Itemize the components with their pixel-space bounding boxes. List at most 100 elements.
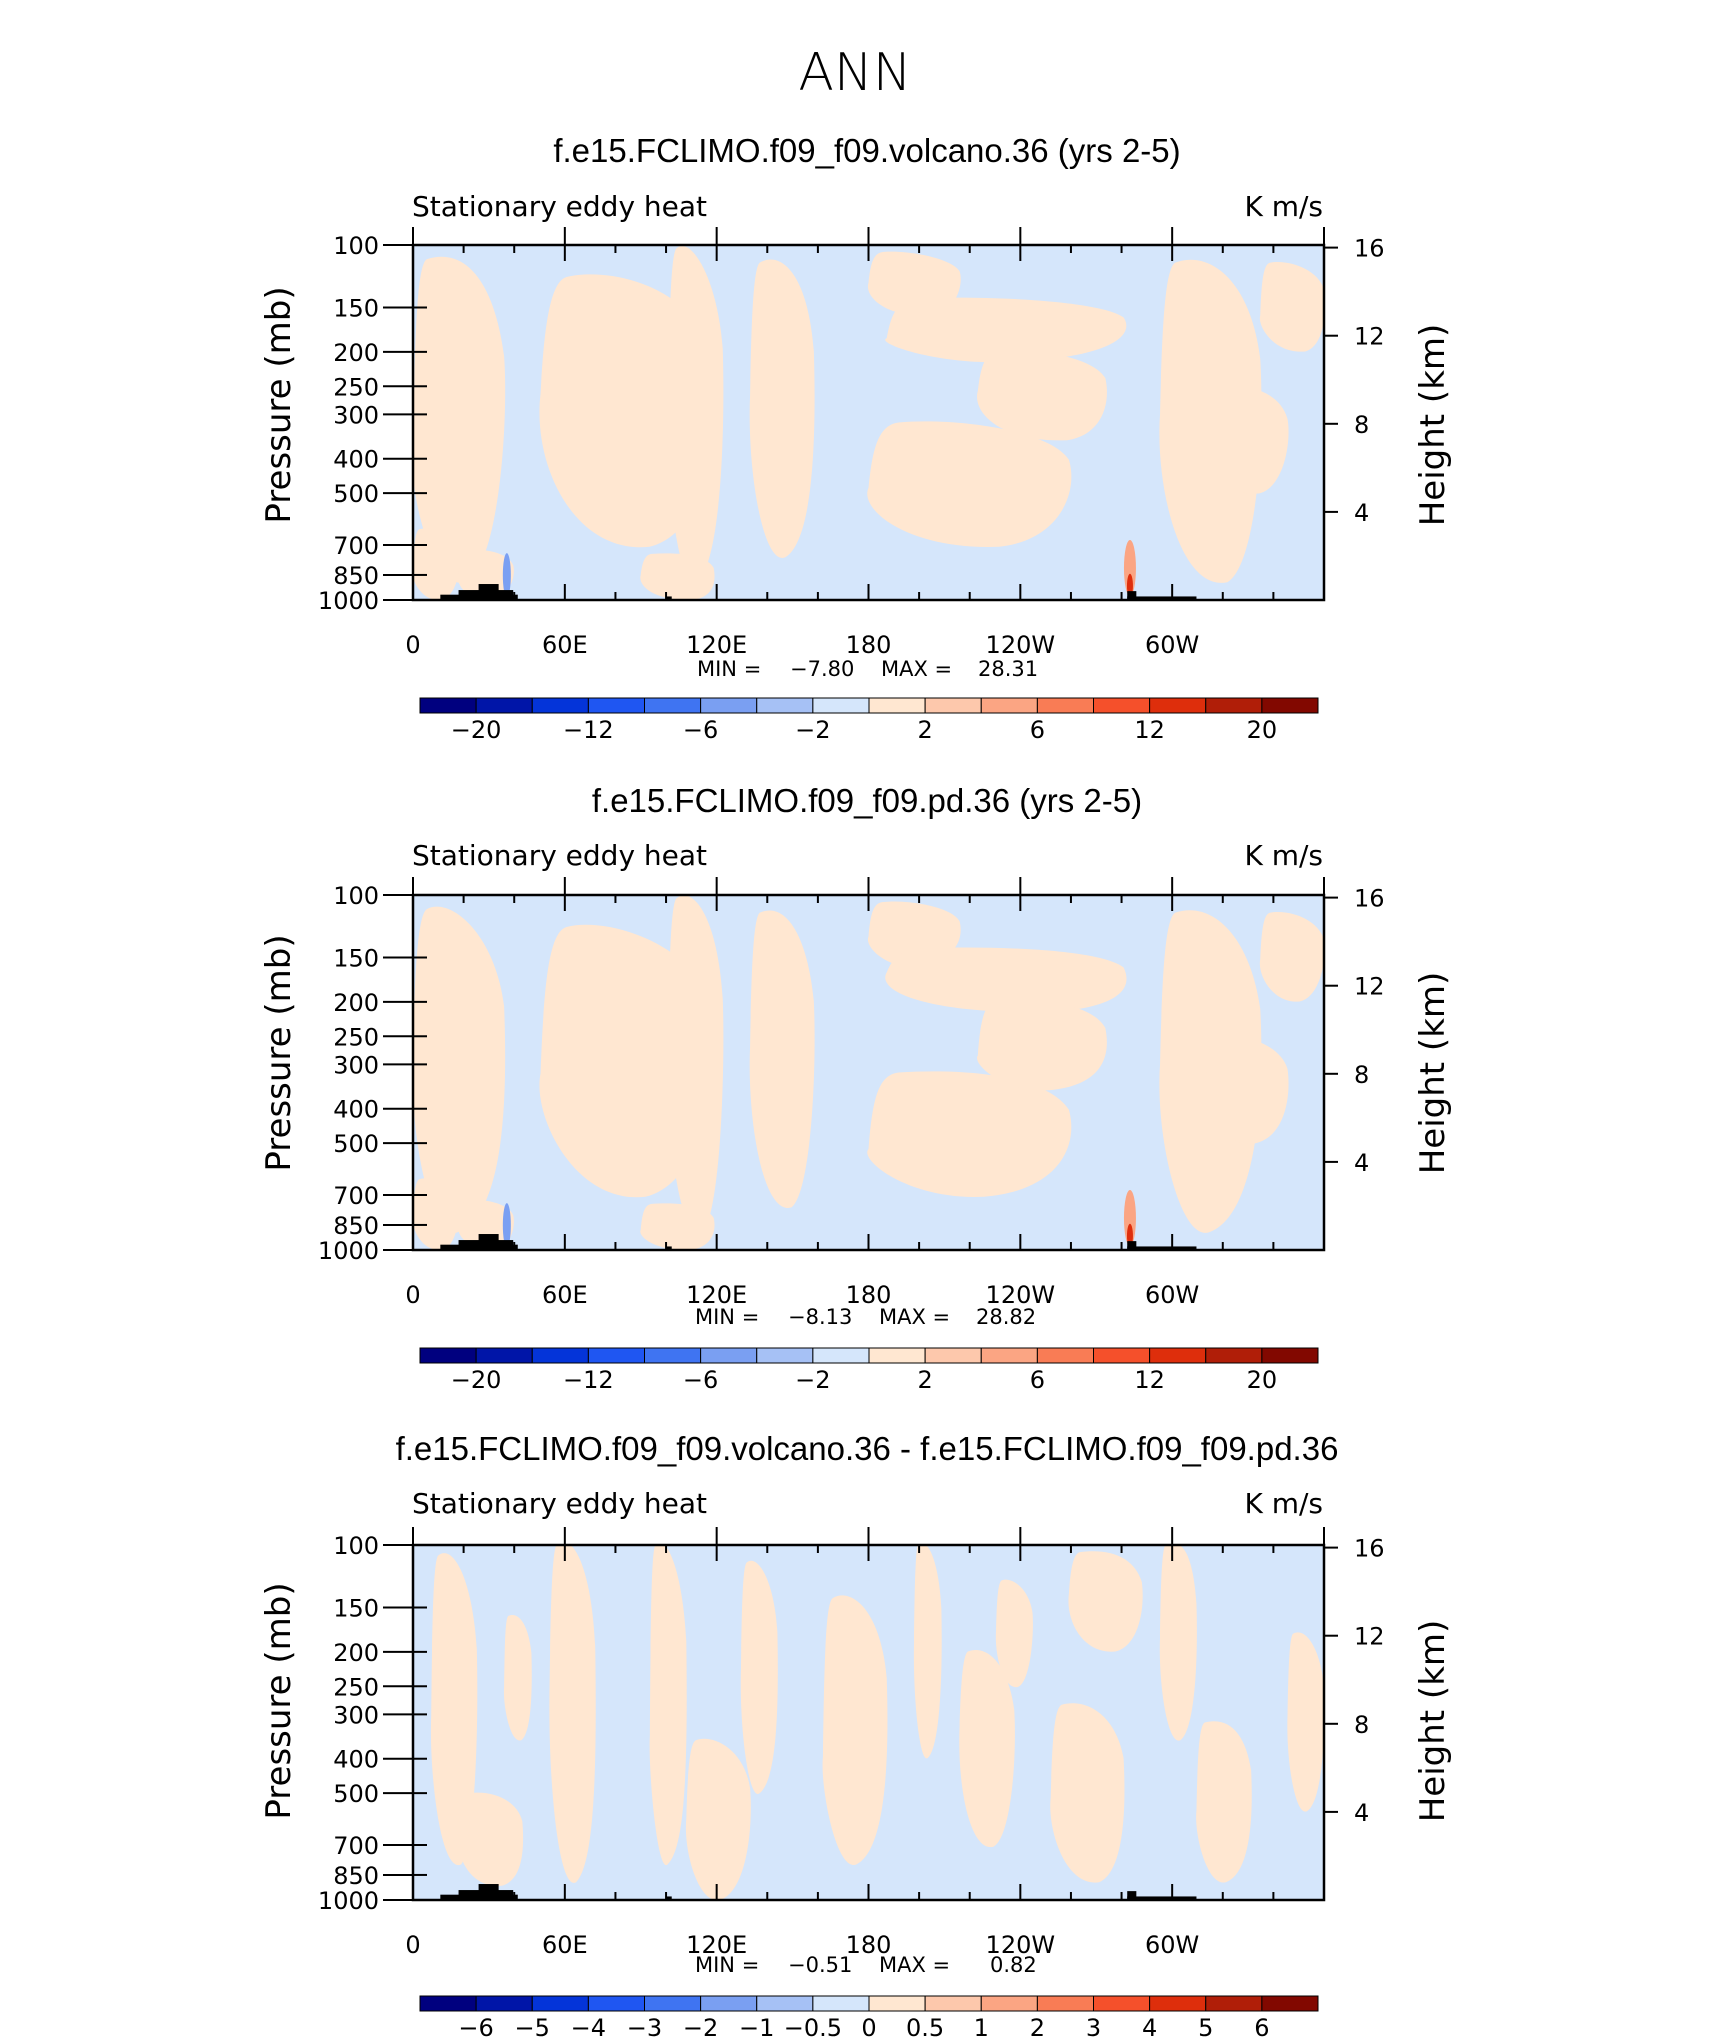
colorbar-box bbox=[1261, 1347, 1319, 1364]
y-tick-label: 250 bbox=[333, 1023, 379, 1051]
colorbar-box bbox=[868, 1995, 926, 2012]
min-value: −7.80 bbox=[790, 657, 854, 681]
colorbar-label: 2 bbox=[1030, 2014, 1045, 2038]
y-tick-label: 150 bbox=[333, 945, 379, 973]
colorbar-box bbox=[980, 1347, 1038, 1364]
colorbar-box bbox=[587, 1347, 645, 1364]
y2-axis-label: Height (km) bbox=[1413, 1620, 1453, 1823]
colorbar-box bbox=[700, 697, 758, 714]
y2-tick-label: 16 bbox=[1354, 235, 1385, 263]
left-label: Stationary eddy heat bbox=[412, 190, 707, 223]
y-tick-label: 250 bbox=[333, 1673, 379, 1701]
colorbar-box bbox=[1036, 697, 1094, 714]
y2-tick-label: 12 bbox=[1354, 973, 1385, 1001]
x-tick-label: 180 bbox=[846, 1931, 892, 1959]
terrain bbox=[1127, 1246, 1197, 1250]
y2-tick-label: 16 bbox=[1354, 1535, 1385, 1563]
colorbar-box bbox=[475, 1995, 533, 2012]
terrain bbox=[1127, 1896, 1197, 1900]
positive-region bbox=[1205, 385, 1289, 494]
y-tick-label: 200 bbox=[333, 1639, 379, 1667]
colorbar-box bbox=[1093, 1347, 1151, 1364]
right-label: K m/s bbox=[1244, 839, 1323, 872]
colorbar-box bbox=[587, 697, 645, 714]
y-tick-label: 700 bbox=[333, 1832, 379, 1860]
colorbar-label: 1 bbox=[974, 2014, 989, 2038]
positive-region bbox=[822, 1595, 888, 1866]
y-tick-label: 200 bbox=[333, 989, 379, 1017]
colorbar-label: 12 bbox=[1134, 1366, 1165, 1394]
y-axis-label: Pressure (mb) bbox=[259, 1582, 299, 1819]
y-tick-label: 300 bbox=[333, 1051, 379, 1079]
x-tick-label: 180 bbox=[846, 1281, 892, 1309]
colorbar-label: 5 bbox=[1198, 2014, 1213, 2038]
y-tick-label: 300 bbox=[333, 1701, 379, 1729]
colorbar-box bbox=[700, 1347, 758, 1364]
max-value: 28.82 bbox=[976, 1305, 1036, 1329]
x-tick-label: 120W bbox=[986, 631, 1056, 659]
y-tick-label: 700 bbox=[333, 532, 379, 560]
positive-region bbox=[503, 1615, 532, 1741]
max-value: 0.82 bbox=[990, 1953, 1037, 1977]
positive-region bbox=[885, 297, 1127, 363]
colorbar-box bbox=[475, 1347, 533, 1364]
colorbar-box bbox=[419, 1347, 477, 1364]
colorbar-label: 2 bbox=[917, 1366, 932, 1394]
positive-anomaly bbox=[1123, 540, 1136, 597]
colorbar-label: −1 bbox=[739, 2014, 774, 2038]
colorbar-box bbox=[812, 1347, 870, 1364]
colorbar-box bbox=[1261, 1995, 1319, 2012]
terrain bbox=[1127, 596, 1197, 600]
terrain bbox=[666, 1246, 672, 1250]
y-tick-label: 500 bbox=[333, 1130, 379, 1158]
colorbar-label: −12 bbox=[563, 716, 614, 744]
colorbar-label: −6 bbox=[683, 716, 718, 744]
colorbar-box bbox=[924, 1995, 982, 2012]
positive-region bbox=[1068, 1551, 1143, 1652]
min-value: −0.51 bbox=[788, 1953, 852, 1977]
x-tick-label: 120E bbox=[686, 631, 747, 659]
colorbar-label: 12 bbox=[1134, 716, 1165, 744]
colorbar-label: −2 bbox=[683, 2014, 718, 2038]
positive-region bbox=[413, 256, 506, 583]
y-axis-label: Pressure (mb) bbox=[259, 286, 299, 523]
colorbar-label: −20 bbox=[451, 716, 502, 744]
positive-region bbox=[740, 1560, 778, 1794]
x-tick-label: 60W bbox=[1145, 1281, 1199, 1309]
y-tick-label: 1000 bbox=[318, 1237, 379, 1265]
colorbar-box bbox=[1149, 697, 1207, 714]
y-tick-label: 150 bbox=[333, 295, 379, 323]
min-label: MIN = bbox=[697, 657, 761, 681]
y2-axis-label: Height (km) bbox=[1413, 972, 1453, 1175]
y-tick-label: 100 bbox=[333, 1532, 379, 1560]
colorbar-box bbox=[868, 697, 926, 714]
positive-region bbox=[867, 421, 1072, 547]
positive-region bbox=[649, 1545, 687, 1865]
positive-region bbox=[977, 350, 1107, 441]
colorbar-box bbox=[531, 1995, 589, 2012]
x-tick-label: 120E bbox=[686, 1931, 747, 1959]
min-label: MIN = bbox=[695, 1305, 759, 1329]
x-tick-label: 120W bbox=[986, 1931, 1056, 1959]
positive-region bbox=[458, 1792, 524, 1886]
y-tick-label: 500 bbox=[333, 480, 379, 508]
colorbar-box bbox=[1093, 697, 1151, 714]
y-tick-label: 850 bbox=[333, 1862, 379, 1890]
colorbar-label: −2 bbox=[795, 716, 830, 744]
colorbar-box bbox=[1149, 1347, 1207, 1364]
colorbar-box bbox=[1205, 1995, 1263, 2012]
x-tick-label: 60E bbox=[542, 631, 588, 659]
terrain bbox=[666, 1896, 672, 1900]
positive-region bbox=[867, 1071, 1072, 1197]
positive-region bbox=[977, 1000, 1107, 1091]
y2-tick-label: 4 bbox=[1354, 499, 1369, 527]
colorbar-box bbox=[644, 1995, 702, 2012]
left-label: Stationary eddy heat bbox=[412, 839, 707, 872]
max-label: MAX = bbox=[879, 1305, 950, 1329]
positive-region bbox=[640, 1203, 715, 1250]
x-tick-label: 120W bbox=[986, 1281, 1056, 1309]
y-tick-label: 500 bbox=[333, 1780, 379, 1808]
y-tick-label: 100 bbox=[333, 882, 379, 910]
colorbar-label: 6 bbox=[1030, 1366, 1045, 1394]
y2-tick-label: 8 bbox=[1354, 1061, 1369, 1089]
